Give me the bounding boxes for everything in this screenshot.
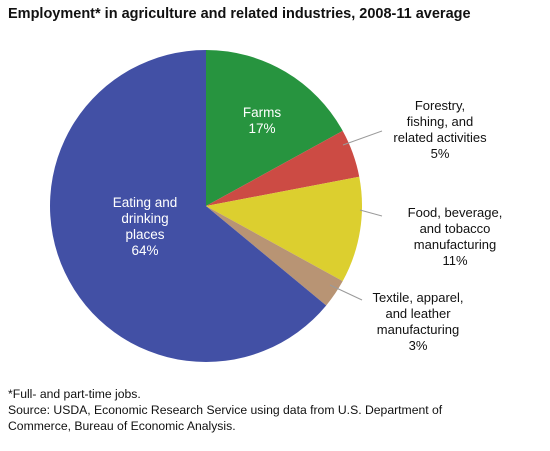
pie-slice-forestry-fishing-and-related-activities: [206, 130, 360, 206]
slice-value-label: 64%: [131, 243, 158, 258]
slice-label-line: Farms: [243, 105, 281, 120]
slice-label-line: Forestry,: [415, 98, 465, 113]
footnote-note: *Full- and part-time jobs.: [8, 387, 141, 401]
slice-value-label: 17%: [248, 121, 275, 136]
pie-slice-food-beverage-and-tobacco-manufacturing: [206, 176, 363, 282]
slice-value-label: 5%: [431, 146, 450, 161]
slice-label-line: manufacturing: [377, 322, 459, 337]
slice-label-line: drinking: [121, 211, 168, 226]
slice-label-line: places: [125, 227, 164, 242]
pie-slice-textile-apparel-and-leather-manufacturing: [206, 206, 343, 306]
leader-line-forestry-fishing-and-related-activities: [342, 130, 383, 146]
slice-label-forestry-fishing-and-related-activities: Forestry, fishing, and related activities 5…: [393, 98, 487, 161]
source-line-1: Source: USDA, Economic Research Service …: [8, 403, 443, 417]
slice-label-line: and leather: [385, 306, 451, 321]
slice-label-line: Eating and: [113, 195, 178, 210]
slice-label-line: related activities: [393, 130, 487, 145]
pie-slice-farms: [206, 50, 343, 206]
slice-label-line: and tobacco: [420, 221, 491, 236]
slice-value-label: 11%: [442, 253, 467, 268]
slice-label-line: manufacturing: [414, 237, 496, 252]
slice-label-line: fishing, and: [407, 114, 474, 129]
source-line-2: Commerce, Bureau of Economic Analysis.: [8, 419, 236, 433]
leader-line-textile-apparel-and-leather-manufacturing: [329, 284, 363, 301]
slice-label-line: Food, beverage,: [408, 205, 503, 220]
pie-slice-eating-and-drinking-places: [50, 50, 327, 363]
slice-label-line: Textile, apparel,: [372, 290, 463, 305]
slice-label-textile-apparel-and-leather-manufacturing: Textile, apparel, and leather manufacturin…: [372, 290, 463, 353]
slice-label-eating-and-drinking-places: Eating and drinking places 64%: [113, 195, 178, 258]
leader-line-food-beverage-and-tobacco-manufacturing: [359, 209, 383, 217]
pie-chart: Farms 17% Forestry, fishing, and related act…: [50, 50, 503, 363]
slice-value-label: 3%: [409, 338, 428, 353]
slice-label-food-beverage-and-tobacco-manufacturing: Food, beverage, and tobacco manufacturing 1…: [408, 205, 503, 268]
chart-title: Employment* in agriculture and related i…: [8, 6, 471, 22]
slice-label-farms: Farms 17%: [243, 105, 281, 136]
